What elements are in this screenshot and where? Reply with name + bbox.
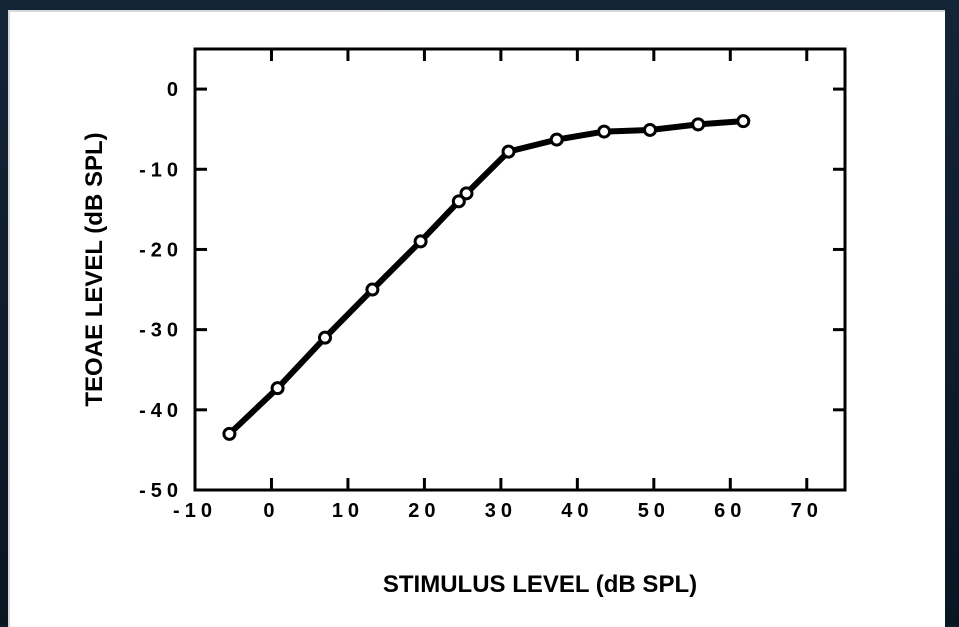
x-tick-label: 50 — [638, 500, 670, 522]
x-tick-label: 20 — [408, 500, 440, 522]
x-tick-label: -10 — [173, 500, 217, 522]
x-tick-label: 40 — [561, 500, 593, 522]
x-tick-label: 60 — [714, 500, 746, 522]
x-tick-label: 70 — [791, 500, 823, 522]
data-point — [222, 426, 237, 441]
data-point — [549, 132, 564, 147]
data-point — [365, 282, 380, 297]
data-point — [318, 330, 332, 345]
data-point — [691, 117, 706, 132]
x-tick-label: 0 — [263, 500, 279, 522]
y-tick-label: -10 — [139, 159, 183, 181]
x-axis-ticks — [193, 49, 809, 490]
data-point — [413, 234, 428, 249]
y-tick-label: -50 — [139, 480, 183, 502]
y-axis-label: TEOAE LEVEL (dB SPL) — [81, 132, 108, 406]
y-tick-label: -40 — [139, 400, 183, 422]
x-axis-tick-labels: -10 0 10 20 30 40 50 60 70 — [173, 500, 823, 522]
x-tick-label: 30 — [485, 500, 517, 522]
y-tick-label: 0 — [167, 79, 183, 101]
data-point — [643, 122, 657, 137]
teoae-chart: -10 0 10 20 30 40 50 60 70 0 -10 -20 -30 -40 -50 STIM… — [81, 47, 847, 598]
data-point — [451, 194, 466, 209]
data-point — [736, 114, 751, 129]
data-point — [501, 144, 516, 159]
chart-panel: -10 0 10 20 30 40 50 60 70 0 -10 -20 -30 -40 -50 STIM… — [8, 10, 945, 627]
y-axis-tick-labels: 0 -10 -20 -30 -40 -50 — [139, 79, 183, 502]
x-tick-label: 10 — [332, 500, 364, 522]
y-axis-ticks — [195, 87, 845, 492]
series-line — [226, 118, 747, 437]
y-tick-label: -30 — [139, 320, 183, 342]
y-tick-label: -20 — [139, 239, 183, 261]
data-point — [459, 186, 474, 201]
data-point — [597, 124, 612, 139]
series-group — [222, 114, 751, 441]
data-point — [270, 381, 285, 396]
plot-frame — [193, 47, 847, 492]
x-axis-label: STIMULUS LEVEL (dB SPL) — [383, 571, 697, 598]
